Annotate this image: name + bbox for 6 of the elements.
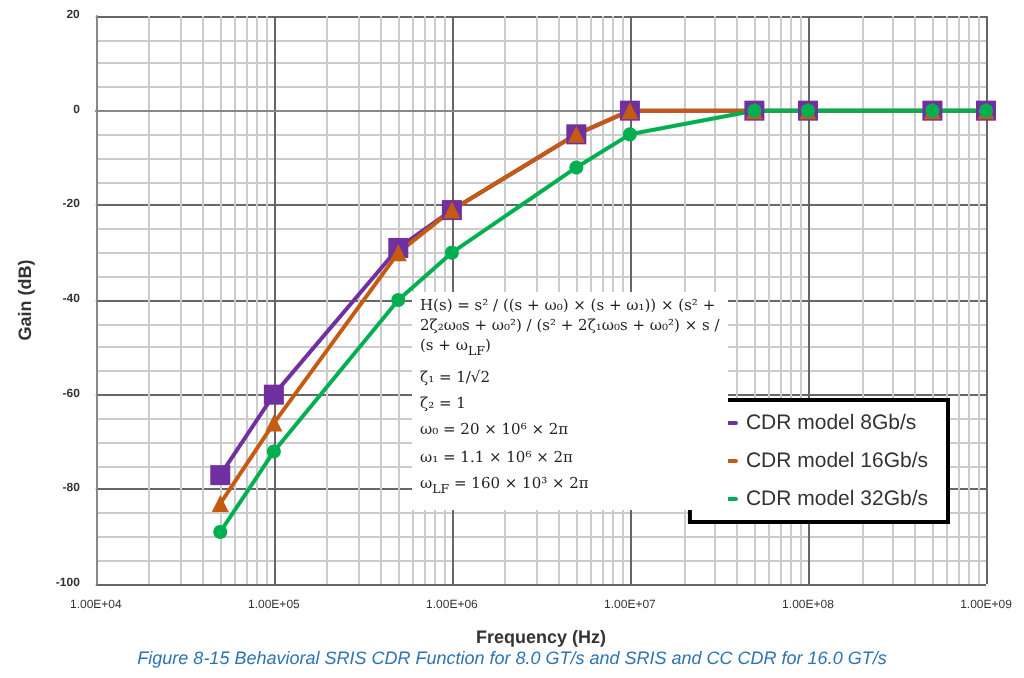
legend-label: CDR model 16Gb/s — [745, 449, 929, 473]
legend-label: CDR model 8Gb/s — [745, 411, 917, 435]
y-axis-title: Gain (dB) — [15, 259, 35, 341]
legend-label: CDR model 32Gb/s — [745, 487, 929, 511]
x-axis-title: Frequency (Hz) — [475, 627, 606, 647]
caption: Figure 8-15 Behavioral SRIS CDR Function for 8.0 GT/s and SRIS and CC CDR for 16.0 GT/s — [135, 648, 889, 668]
